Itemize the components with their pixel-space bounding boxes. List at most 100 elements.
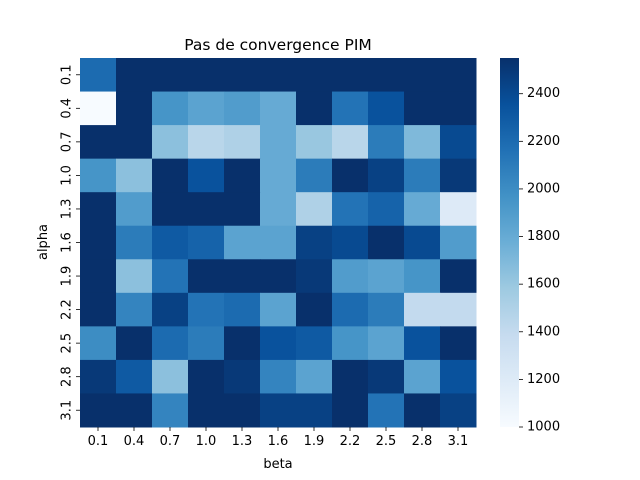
heatmap-cell — [296, 326, 333, 361]
heatmap-cell — [116, 225, 153, 260]
heatmap-cell — [296, 125, 333, 160]
heatmap-cell — [152, 225, 189, 260]
heatmap-cell — [404, 292, 441, 327]
heatmap-cell — [80, 259, 117, 294]
y-tick-label: 0.4 — [60, 98, 75, 119]
heatmap-cell — [368, 158, 405, 193]
x-tick-label: 0.1 — [88, 434, 109, 449]
heatmap-cell — [260, 91, 297, 126]
heatmap-cell — [440, 125, 477, 160]
heatmap-cell — [404, 125, 441, 160]
heatmap-cell — [152, 192, 189, 227]
x-axis-ticks: 0.1 0.4 0.7 1.0 1.3 1.6 1.9 2.2 2.5 2.8 3.1 — [88, 427, 469, 449]
heatmap-cell — [80, 125, 117, 160]
heatmap-cell — [116, 393, 153, 428]
heatmap-cell — [260, 259, 297, 294]
heatmap-cell — [188, 58, 225, 93]
heatmap-cell — [296, 58, 333, 93]
colorbar: 1000 1200 1400 1600 1800 2000 2200 2400 — [500, 58, 560, 435]
heatmap-cell — [440, 292, 477, 327]
heatmap-cell — [440, 192, 477, 227]
y-tick-label: 0.7 — [60, 132, 75, 153]
heatmap-cell — [296, 91, 333, 126]
x-tick-label: 2.2 — [340, 434, 361, 449]
heatmap-cell — [188, 158, 225, 193]
heatmap-cell — [440, 158, 477, 193]
heatmap-cell — [152, 158, 189, 193]
colorbar-tick-label: 2400 — [527, 86, 560, 101]
heatmap-cell — [404, 393, 441, 428]
heatmap-cell — [188, 225, 225, 260]
x-tick-label: 2.8 — [412, 434, 433, 449]
heatmap-cell — [80, 58, 117, 93]
heatmap-cell — [368, 225, 405, 260]
heatmap-cell — [332, 259, 369, 294]
heatmap-cell — [332, 58, 369, 93]
x-axis-label: beta — [263, 457, 292, 472]
heatmap-cell — [152, 359, 189, 394]
heatmap-cell — [368, 125, 405, 160]
heatmap-cell — [440, 91, 477, 126]
heatmap-cell — [368, 326, 405, 361]
y-tick-label: 1.6 — [60, 232, 75, 253]
x-tick-label: 2.5 — [376, 434, 397, 449]
heatmap-cell — [368, 359, 405, 394]
heatmap-cell — [152, 292, 189, 327]
heatmap-cell — [260, 393, 297, 428]
heatmap-cell — [296, 192, 333, 227]
heatmap-cell — [260, 359, 297, 394]
heatmap-cell — [332, 292, 369, 327]
heatmap-cell — [368, 91, 405, 126]
colorbar-tick-label: 1600 — [527, 277, 560, 292]
y-tick-label: 0.1 — [60, 64, 75, 85]
x-tick-label: 0.7 — [160, 434, 181, 449]
heatmap-cell — [224, 292, 261, 327]
heatmap-cell — [332, 225, 369, 260]
heatmap-cell — [188, 326, 225, 361]
heatmap-cell — [332, 393, 369, 428]
heatmap-cell — [224, 58, 261, 93]
heatmap-cell — [260, 125, 297, 160]
heatmap-cell — [368, 259, 405, 294]
heatmap-cell — [224, 192, 261, 227]
heatmap-cell — [332, 192, 369, 227]
y-tick-label: 2.2 — [60, 299, 75, 320]
x-tick-label: 3.1 — [448, 434, 469, 449]
heatmap-cell — [80, 292, 117, 327]
heatmap-cell — [188, 125, 225, 160]
heatmap-cell — [440, 326, 477, 361]
heatmap-cell — [368, 58, 405, 93]
heatmap-cell — [296, 359, 333, 394]
heatmap-cell — [404, 326, 441, 361]
colorbar-tick-label: 2200 — [527, 134, 560, 149]
heatmap-cell — [116, 91, 153, 126]
heatmap-cell — [296, 259, 333, 294]
heatmap-cell — [332, 158, 369, 193]
heatmap-cell — [188, 359, 225, 394]
heatmap-cell — [80, 158, 117, 193]
heatmap-cell — [116, 259, 153, 294]
heatmap-cell — [332, 91, 369, 126]
heatmap-cell — [224, 393, 261, 428]
heatmap-cell — [368, 393, 405, 428]
heatmap-cell — [440, 58, 477, 93]
heatmap-cell — [368, 192, 405, 227]
heatmap-cell — [404, 91, 441, 126]
heatmap-cell — [404, 58, 441, 93]
heatmap-cell — [224, 225, 261, 260]
heatmap-cell — [404, 225, 441, 260]
colorbar-tick-label: 2000 — [527, 181, 560, 196]
heatmap-cell — [404, 158, 441, 193]
heatmap-cell — [260, 326, 297, 361]
heatmap-cell — [188, 259, 225, 294]
heatmap-cell — [152, 326, 189, 361]
heatmap-cell — [404, 359, 441, 394]
heatmap-cell — [224, 91, 261, 126]
heatmap-cell — [152, 91, 189, 126]
heatmap-cell — [152, 58, 189, 93]
heatmap-cell — [260, 225, 297, 260]
heatmap-cell — [80, 192, 117, 227]
heatmap-cell — [224, 158, 261, 193]
heatmap-cell — [116, 359, 153, 394]
heatmap-cell — [188, 292, 225, 327]
